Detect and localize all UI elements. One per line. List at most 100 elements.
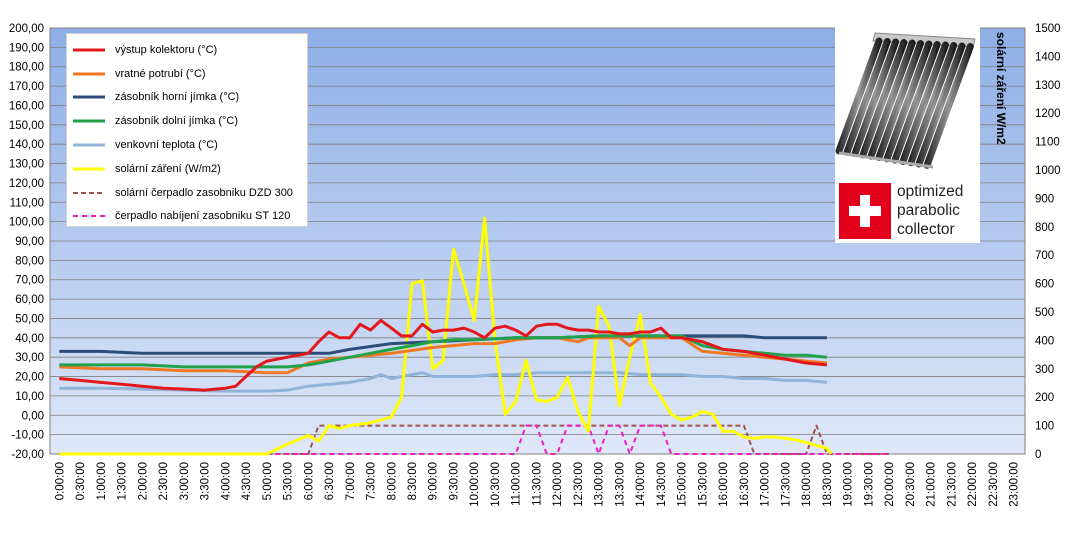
x-tick-label: 18:30:00 [822, 462, 834, 507]
x-axis-tick-labels: 0:00:00 0:30:00 1:00:00 1:30:00 2:00:00 2:30:… [54, 462, 1020, 507]
legend-label: vratné potrubí (°C) [115, 67, 206, 80]
series-lines [59, 216, 890, 456]
legend-swatch [71, 139, 107, 151]
left-tick-label: 90,00 [15, 236, 44, 248]
x-tick-label: 19:00:00 [843, 462, 855, 507]
series-line [59, 318, 828, 392]
x-tick-label: 5:00:00 [262, 462, 274, 500]
right-tick-label: 900 [1035, 193, 1054, 205]
right-tick-label: 200 [1035, 392, 1054, 404]
x-tick-label: 15:30:00 [697, 462, 709, 507]
x-tick-label: 21:00:00 [926, 462, 938, 507]
x-tick-label: 1:00:00 [96, 462, 108, 500]
x-tick-label: 0:00:00 [54, 462, 66, 500]
right-tick-label: 1100 [1035, 137, 1060, 149]
x-tick-label: 17:30:00 [780, 462, 792, 507]
right-tick-label: 600 [1035, 279, 1054, 291]
series-line [59, 371, 828, 393]
x-tick-label: 8:00:00 [386, 462, 398, 500]
x-tick-label: 10:00:00 [469, 462, 481, 507]
legend-item: solární záření (W/m2) [67, 157, 307, 181]
series-line [59, 216, 833, 456]
right-tick-label: 300 [1035, 364, 1054, 376]
legend-item: vratné potrubí (°C) [67, 62, 307, 86]
x-tick-label: 23:00:00 [1009, 462, 1021, 507]
legend-item: zásobník dolní jímka (°C) [67, 109, 307, 133]
x-tick-label: 18:00:00 [801, 462, 813, 507]
right-tick-label: 800 [1035, 222, 1054, 234]
right-tick-label: 1000 [1035, 165, 1061, 177]
x-tick-label: 20:30:00 [905, 462, 917, 507]
left-tick-label: -20,00 [11, 449, 44, 461]
legend-label: zásobník horní jímka (°C) [115, 91, 240, 104]
legend-swatch [71, 115, 107, 127]
x-tick-label: 4:00:00 [220, 462, 232, 500]
legend-item: čerpadlo nabíjení zasobniku ST 120 [67, 205, 307, 229]
x-tick-label: 17:00:00 [760, 462, 772, 507]
left-tick-label: 50,00 [15, 313, 44, 325]
legend-swatch [71, 187, 107, 199]
left-tick-label: 130,00 [9, 159, 44, 171]
legend-item: výstup kolektoru (°C) [67, 38, 307, 62]
x-tick-label: 9:00:00 [428, 462, 440, 500]
x-tick-label: 22:30:00 [988, 462, 1000, 507]
right-tick-label: 1200 [1035, 108, 1061, 120]
x-tick-label: 3:00:00 [179, 462, 191, 500]
x-tick-label: 13:30:00 [614, 462, 626, 507]
left-tick-label: 60,00 [15, 294, 44, 306]
x-tick-label: 0:30:00 [75, 462, 87, 500]
x-tick-label: 20:00:00 [884, 462, 896, 507]
left-tick-label: 190,00 [9, 42, 44, 54]
logo-text-line-2: parabolic [897, 202, 960, 219]
left-tick-label: 170,00 [9, 81, 44, 93]
series-line [59, 424, 890, 455]
right-tick-label: 400 [1035, 335, 1054, 347]
legend-swatch [71, 44, 107, 56]
x-tick-label: 11:00:00 [511, 462, 523, 506]
left-tick-label: 100,00 [9, 217, 44, 229]
left-tick-label: 0,00 [22, 410, 44, 422]
legend-label: zásobník dolní jímka (°C) [115, 115, 238, 128]
plot-border [49, 27, 1026, 455]
legend-label: čerpadlo nabíjení zasobniku ST 120 [115, 210, 291, 223]
right-tick-label: 100 [1035, 421, 1054, 433]
x-tick-label: 22:00:00 [967, 462, 979, 507]
x-tick-label: 16:30:00 [739, 462, 751, 507]
x-tick-label: 7:00:00 [345, 462, 357, 500]
legend-label: výstup kolektoru (°C) [115, 43, 218, 56]
logo-text-line-1: optimized [897, 183, 964, 200]
series-line [59, 424, 890, 455]
legend-swatch [71, 210, 107, 222]
x-tick-label: 2:00:00 [137, 462, 149, 500]
left-tick-label: 10,00 [15, 391, 44, 403]
legend-swatch [71, 163, 107, 175]
right-tick-label: 1400 [1035, 51, 1061, 63]
x-tick-label: 15:00:00 [677, 462, 689, 507]
logo-text-line-3: collector [897, 221, 955, 238]
left-tick-label: 70,00 [15, 275, 44, 287]
right-tick-label: 0 [1035, 449, 1041, 461]
x-tick-label: 13:00:00 [594, 462, 606, 507]
left-tick-label: 30,00 [15, 352, 44, 364]
x-tick-label: 3:30:00 [200, 462, 212, 500]
x-tick-label: 2:30:00 [158, 462, 170, 500]
x-tick-label: 10:30:00 [490, 462, 502, 507]
x-tick-label: 8:30:00 [407, 462, 419, 500]
legend-label: solární čerpadlo zasobniku DZD 300 [115, 186, 293, 199]
left-tick-label: 80,00 [15, 255, 44, 267]
legend-swatch [71, 91, 107, 103]
left-tick-label: 40,00 [15, 333, 44, 345]
right-axis-title: solární záření W/m2 [994, 32, 1008, 145]
x-tick-label: 12:00:00 [552, 462, 564, 507]
legend-item: solární čerpadlo zasobniku DZD 300 [67, 181, 307, 205]
x-tick-label: 12:30:00 [573, 462, 585, 507]
right-tick-label: 1500 [1035, 23, 1061, 35]
x-tick-label: 4:30:00 [241, 462, 253, 500]
right-axis-title-text: solární záření W/m2 [994, 32, 1008, 145]
left-tick-label: 120,00 [9, 178, 44, 190]
left-tick-label: 110,00 [10, 197, 44, 209]
x-tick-label: 21:30:00 [946, 462, 958, 507]
x-tick-label: 11:30:00 [531, 462, 543, 506]
right-axis-tick-labels: 1500140013001200110010009008007006005004… [1035, 23, 1061, 461]
